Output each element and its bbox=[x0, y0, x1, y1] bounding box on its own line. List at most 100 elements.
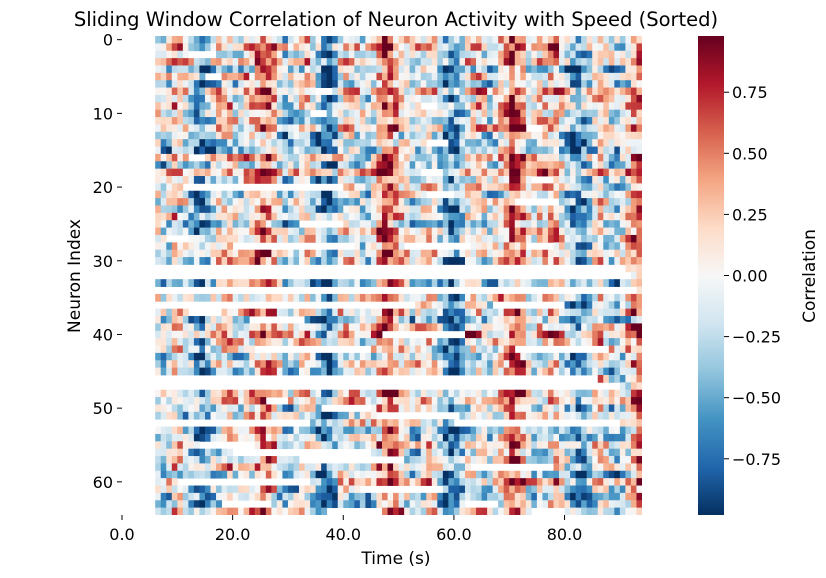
heatmap-cell bbox=[304, 198, 311, 206]
heatmap-cell bbox=[559, 360, 565, 369]
heatmap-cell bbox=[619, 463, 626, 472]
heatmap-cell bbox=[199, 500, 206, 509]
heatmap-cell bbox=[221, 411, 228, 420]
heatmap-cell bbox=[575, 330, 582, 339]
heatmap-cell bbox=[221, 426, 228, 435]
heatmap-cell bbox=[326, 257, 333, 265]
heatmap-cell bbox=[382, 176, 388, 184]
heatmap-cell bbox=[365, 308, 372, 317]
heatmap-cell bbox=[597, 308, 604, 317]
heatmap-cell bbox=[547, 131, 554, 140]
heatmap-cell bbox=[498, 507, 505, 515]
heatmap-cell bbox=[442, 117, 449, 125]
heatmap-cell bbox=[238, 43, 245, 52]
heatmap-cell bbox=[370, 87, 377, 96]
heatmap-cell bbox=[470, 456, 477, 464]
heatmap-cell bbox=[204, 198, 211, 206]
heatmap-cell bbox=[193, 124, 200, 133]
heatmap-cell bbox=[354, 87, 361, 96]
heatmap-cell bbox=[614, 102, 621, 111]
heatmap-cell bbox=[232, 257, 239, 265]
heatmap-cell bbox=[299, 234, 305, 243]
heatmap-cell bbox=[420, 161, 427, 170]
heatmap-cell bbox=[254, 492, 261, 501]
heatmap-cell bbox=[553, 330, 560, 339]
heatmap-cell bbox=[204, 448, 211, 457]
heatmap-cell bbox=[542, 308, 549, 317]
heatmap-cell bbox=[448, 433, 455, 442]
heatmap-cell bbox=[603, 249, 610, 258]
heatmap-cell bbox=[487, 345, 494, 354]
heatmap-cell bbox=[343, 360, 350, 369]
heatmap-cell bbox=[536, 87, 543, 96]
heatmap-cell bbox=[420, 183, 427, 192]
heatmap-cell bbox=[542, 94, 549, 103]
heatmap-cell bbox=[619, 492, 626, 501]
heatmap-cell bbox=[370, 249, 377, 258]
heatmap-cell bbox=[464, 102, 471, 111]
heatmap-cell bbox=[210, 411, 217, 420]
heatmap-cell bbox=[536, 470, 543, 479]
heatmap-cell bbox=[564, 448, 571, 457]
heatmap-cell bbox=[437, 456, 444, 464]
heatmap-cell bbox=[564, 58, 571, 66]
heatmap-cell bbox=[282, 249, 289, 258]
heatmap-cell bbox=[343, 109, 350, 118]
heatmap-cell bbox=[536, 117, 543, 125]
heatmap-cell bbox=[503, 397, 510, 405]
heatmap-cell bbox=[216, 234, 222, 243]
heatmap-cell bbox=[481, 234, 488, 243]
heatmap-cell bbox=[619, 478, 626, 486]
heatmap-cell bbox=[337, 153, 344, 162]
heatmap-cell bbox=[155, 80, 162, 88]
heatmap-cell bbox=[182, 389, 189, 398]
heatmap-cell bbox=[492, 404, 499, 413]
heatmap-cell bbox=[586, 176, 593, 184]
heatmap-cell bbox=[448, 470, 455, 479]
heatmap-cell bbox=[520, 308, 527, 317]
heatmap-cell bbox=[603, 220, 610, 228]
heatmap-cell bbox=[160, 176, 167, 184]
heatmap-cell bbox=[614, 124, 621, 133]
heatmap-cell bbox=[271, 80, 278, 88]
heatmap-cell bbox=[431, 463, 438, 472]
heatmap-cell bbox=[547, 212, 554, 221]
heatmap-cell bbox=[409, 323, 416, 332]
heatmap-cell bbox=[221, 87, 228, 96]
heatmap-cell bbox=[359, 198, 366, 206]
heatmap-cell bbox=[542, 330, 549, 339]
heatmap-cell bbox=[625, 301, 632, 310]
heatmap-cell bbox=[370, 397, 377, 405]
heatmap-cell bbox=[459, 72, 466, 81]
heatmap-cell bbox=[586, 411, 593, 420]
colorbar-tick-label: 0.50 bbox=[732, 144, 768, 163]
heatmap-cell bbox=[619, 190, 626, 199]
heatmap-cell bbox=[470, 183, 477, 192]
heatmap-cell bbox=[343, 500, 350, 509]
heatmap-cell bbox=[276, 249, 283, 258]
heatmap-cell bbox=[315, 478, 322, 486]
heatmap-cell bbox=[498, 492, 505, 501]
heatmap-cell bbox=[625, 419, 632, 427]
heatmap-cell bbox=[260, 72, 267, 81]
heatmap-cell bbox=[586, 168, 593, 177]
heatmap-cell bbox=[426, 50, 433, 59]
heatmap-cell bbox=[636, 397, 642, 405]
heatmap-cell bbox=[216, 485, 222, 494]
heatmap-cell bbox=[581, 500, 588, 509]
heatmap-cell bbox=[426, 146, 433, 155]
heatmap-cell bbox=[415, 58, 422, 66]
heatmap-cell bbox=[614, 72, 621, 81]
heatmap-cell bbox=[337, 338, 344, 346]
heatmap-cell bbox=[276, 153, 283, 162]
heatmap-cell bbox=[315, 397, 322, 405]
heatmap-cell bbox=[332, 441, 339, 450]
heatmap-cell bbox=[177, 43, 184, 52]
heatmap-cell bbox=[547, 257, 554, 265]
heatmap-cell bbox=[315, 168, 322, 177]
heatmap-cell bbox=[625, 249, 632, 258]
heatmap-cell bbox=[343, 80, 350, 88]
heatmap-cell bbox=[354, 367, 361, 376]
heatmap-cell bbox=[271, 456, 278, 464]
heatmap-cell bbox=[437, 448, 444, 457]
